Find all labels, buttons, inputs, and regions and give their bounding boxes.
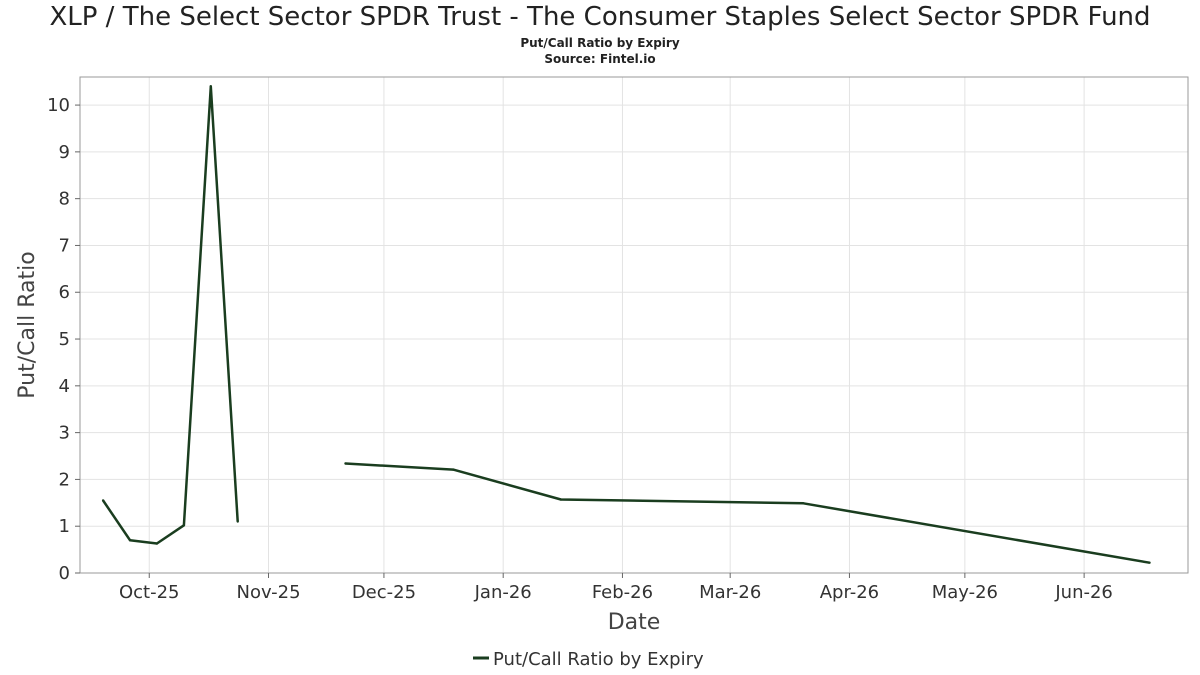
series-layer	[101, 85, 1151, 564]
y-tick-label: 4	[59, 376, 70, 397]
y-tick-label: 0	[59, 563, 70, 584]
data-point	[128, 539, 132, 542]
axis-ticks: 0 1 2 3 4 5 6 7 8 9 10 Oct-25 Nov-25 Dec-25 Jan-26 Feb-…	[47, 95, 1113, 603]
data-point	[802, 502, 805, 505]
legend: Put/Call Ratio by Expiry	[473, 649, 704, 670]
gridlines	[80, 77, 1188, 574]
x-tick-label: Nov-25	[236, 582, 300, 603]
data-point	[155, 542, 159, 545]
plot-area	[79, 76, 1189, 574]
x-tick-label: Dec-25	[352, 582, 416, 603]
x-axis-label: Date	[608, 610, 661, 635]
chart-title: XLP / The Select Sector SPDR Trust - The…	[49, 2, 1151, 32]
y-tick-label: 6	[59, 282, 70, 303]
data-point	[182, 524, 186, 527]
x-tick-label: Feb-26	[592, 582, 653, 603]
series-line	[102, 85, 239, 545]
x-tick-label: Oct-25	[119, 582, 180, 603]
x-tick-label: May-26	[932, 582, 998, 603]
y-tick-label: 7	[59, 235, 70, 256]
data-point	[101, 499, 105, 502]
y-tick-label: 3	[59, 423, 70, 444]
legend-label: Put/Call Ratio by Expiry	[493, 649, 704, 670]
y-axis-label: Put/Call Ratio	[15, 251, 40, 398]
y-tick-label: 8	[59, 189, 70, 210]
y-tick-label: 1	[59, 516, 70, 537]
x-tick-label: Jun-26	[1054, 582, 1113, 603]
data-point	[236, 520, 239, 523]
x-tick-label: Apr-26	[820, 582, 879, 603]
chart-source: Source: Fintel.io	[544, 52, 656, 66]
data-point	[451, 468, 455, 471]
data-point	[344, 462, 347, 465]
x-tick-label: Mar-26	[699, 582, 761, 603]
y-tick-label: 2	[59, 469, 70, 490]
series-line	[345, 462, 1150, 564]
x-tick-label: Jan-26	[474, 582, 532, 603]
y-tick-label: 9	[59, 142, 70, 163]
data-point	[559, 498, 563, 501]
data-point	[209, 85, 213, 88]
y-tick-label: 10	[47, 95, 70, 116]
data-point	[1148, 561, 1151, 564]
chart-subtitle: Put/Call Ratio by Expiry	[520, 36, 680, 50]
y-tick-label: 5	[59, 329, 70, 350]
